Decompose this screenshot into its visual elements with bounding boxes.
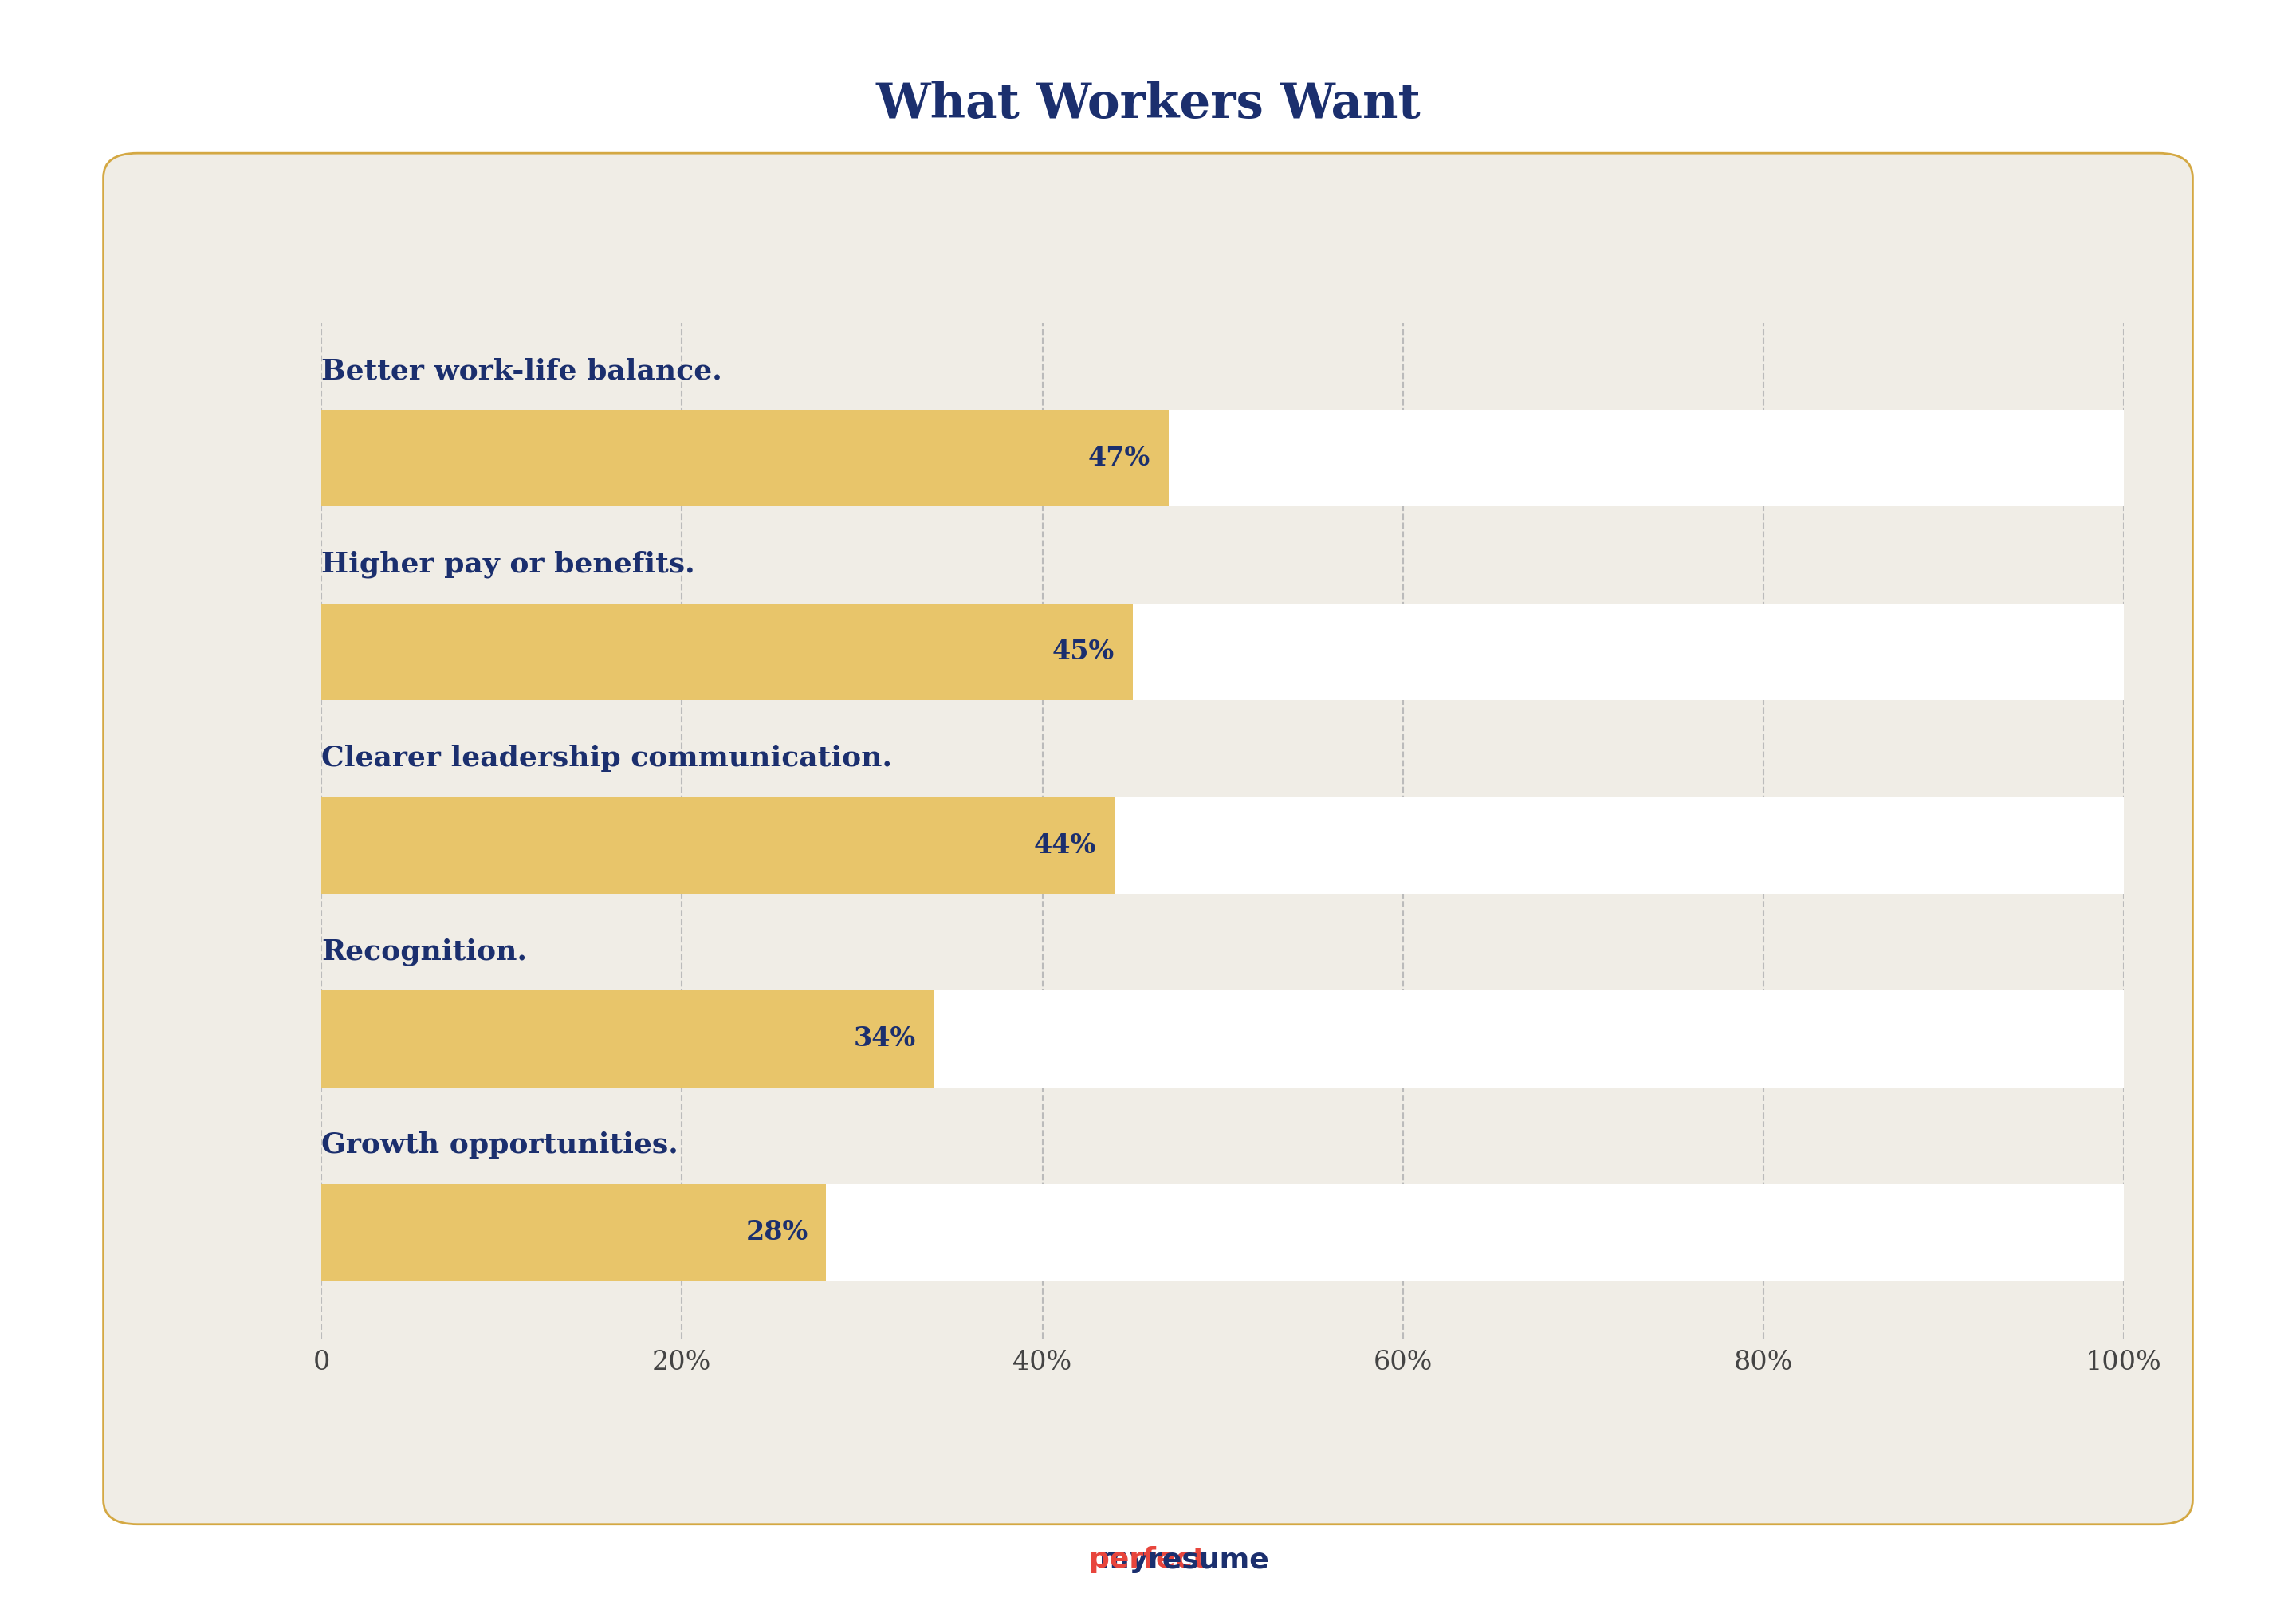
Text: Higher pay or benefits.: Higher pay or benefits.	[321, 550, 696, 577]
Text: Clearer leadership communication.: Clearer leadership communication.	[321, 745, 893, 771]
Bar	[321, 603, 2124, 700]
Bar	[321, 603, 1132, 700]
Text: 44%: 44%	[1033, 832, 1097, 858]
Text: 45%: 45%	[1052, 639, 1114, 665]
Bar	[321, 797, 2124, 894]
Bar	[321, 410, 1169, 506]
Text: Recognition.: Recognition.	[321, 937, 528, 965]
Text: 34%: 34%	[854, 1026, 916, 1052]
Text: What Workers Want: What Workers Want	[875, 81, 1421, 129]
Bar	[321, 410, 2124, 506]
Text: resume: resume	[1148, 1547, 1270, 1573]
Bar	[321, 990, 2124, 1087]
Text: Better work-life balance.: Better work-life balance.	[321, 358, 723, 384]
Text: 28%: 28%	[746, 1219, 808, 1245]
Text: 47%: 47%	[1088, 445, 1150, 471]
Text: perfect: perfect	[1088, 1547, 1208, 1573]
Bar	[321, 1184, 827, 1281]
Text: Growth opportunities.: Growth opportunities.	[321, 1132, 677, 1158]
Text: my: my	[1100, 1547, 1148, 1573]
Bar	[321, 990, 934, 1087]
Bar	[321, 797, 1114, 894]
Bar	[321, 1184, 2124, 1281]
